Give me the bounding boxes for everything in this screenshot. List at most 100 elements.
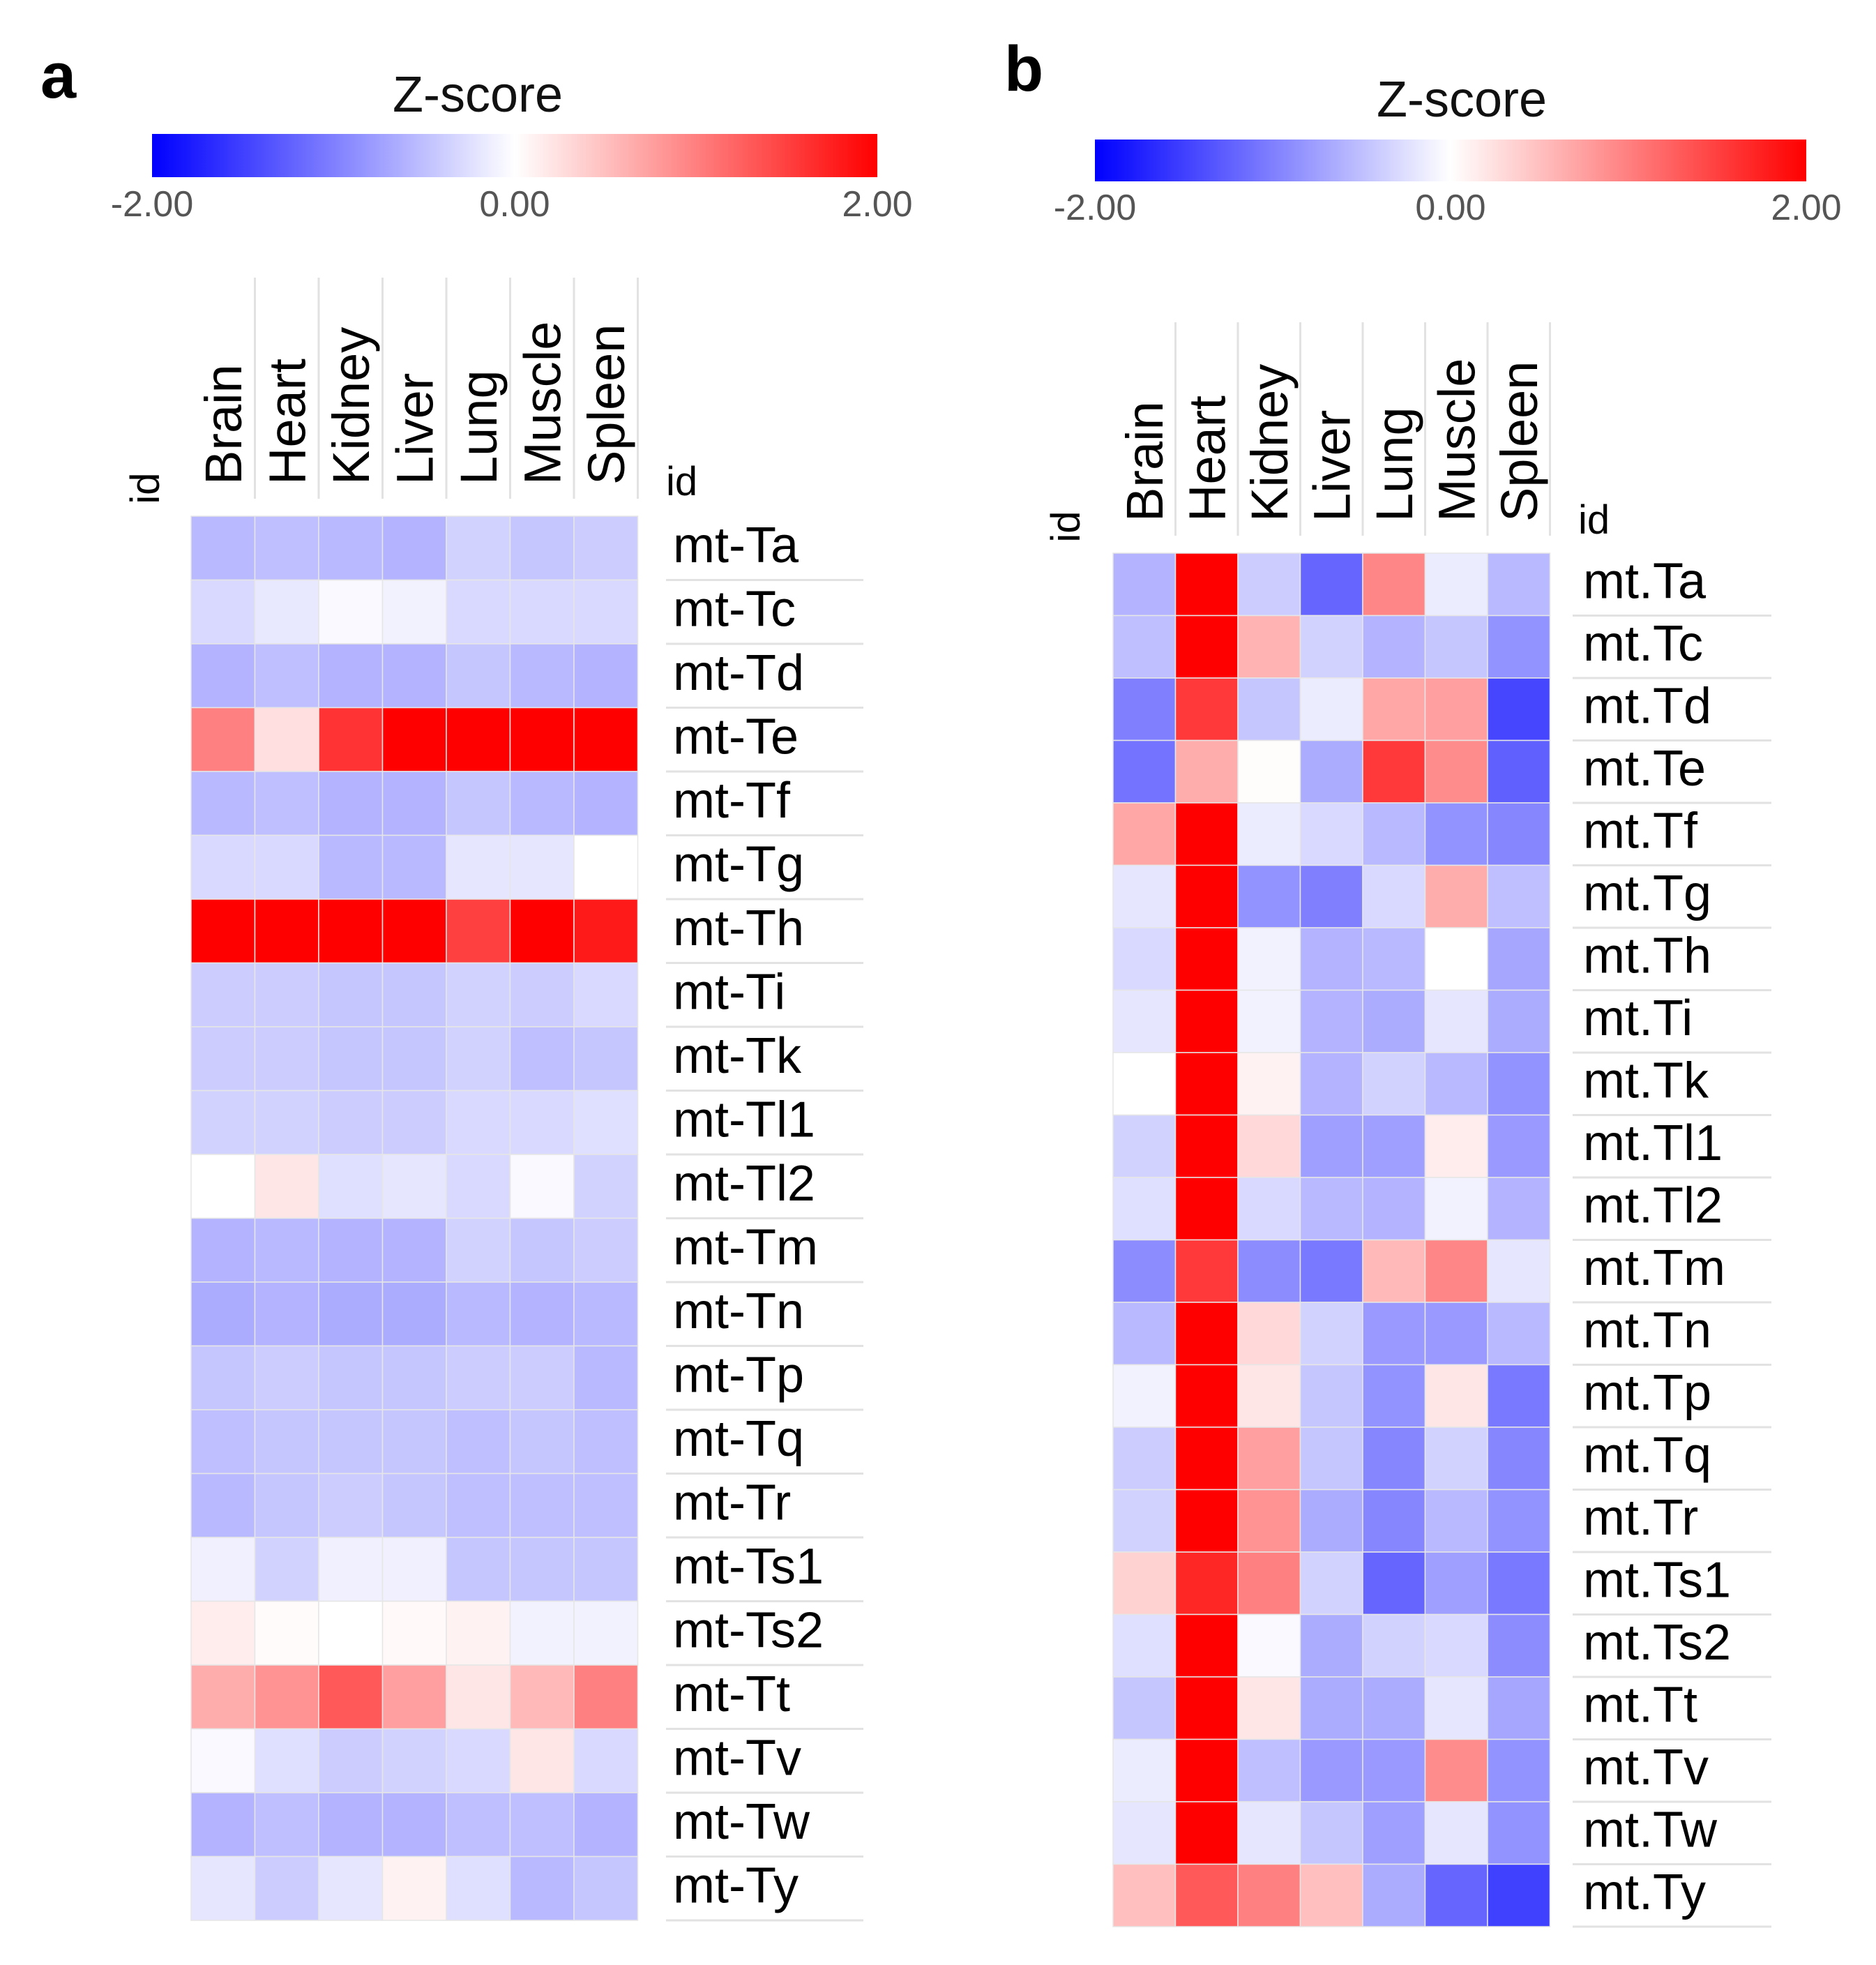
heatmap-cell — [318, 1473, 384, 1538]
heatmap-cell — [509, 579, 575, 645]
heatmap-cell — [1424, 1426, 1488, 1491]
heatmap-cell — [446, 1217, 511, 1283]
heatmap-cell — [1424, 552, 1488, 617]
heatmap-cell — [1112, 552, 1177, 617]
heatmap-cell — [318, 1217, 384, 1283]
id-label-top-a: id — [123, 472, 168, 504]
heatmap-cell — [1237, 1364, 1301, 1428]
heatmap-cell — [446, 1600, 511, 1666]
heatmap-cell — [509, 643, 575, 709]
heatmap-cell — [1112, 989, 1177, 1053]
heatmap-cell — [190, 579, 256, 645]
column-label-spleen: Spleen — [577, 324, 635, 485]
heatmap-cell — [1174, 1177, 1239, 1241]
heatmap-cell — [318, 1026, 384, 1092]
heatmap-cell — [1174, 1613, 1239, 1678]
heatmap-cell — [381, 579, 447, 645]
heatmap-cell — [573, 515, 639, 581]
heatmap-cell — [318, 1409, 384, 1475]
heatmap-cell — [1237, 1052, 1301, 1116]
row-label: mt-Tn — [673, 1283, 804, 1339]
row-labels-b: mt.Ta mt.Tc mt.Td mt.Te mt.Tf mt.Tg mt.Th mt.Ti… — [1573, 553, 1771, 1928]
heatmap-cell — [1112, 1801, 1177, 1865]
heatmap-cell — [1237, 1613, 1301, 1678]
heatmap-cell — [318, 1281, 384, 1347]
heatmap-cell — [573, 1154, 639, 1219]
heatmap-cell — [1237, 802, 1301, 866]
heatmap-cell — [254, 1473, 319, 1538]
heatmap-cells-a — [190, 515, 639, 1921]
heatmap-cell — [509, 1345, 575, 1410]
heatmap-cell — [1174, 1551, 1239, 1616]
heatmap-cell — [1112, 802, 1177, 866]
row-label: mt-Tv — [673, 1730, 801, 1786]
heatmap-cell — [1424, 927, 1488, 991]
heatmap-cell — [446, 962, 511, 1027]
heatmap-cell — [190, 1537, 256, 1602]
heatmap-cell — [254, 1855, 319, 1921]
heatmap-cell — [1174, 1738, 1239, 1802]
heatmap-cell — [254, 1600, 319, 1666]
heatmap-cell — [1362, 989, 1426, 1053]
heatmap-cell — [1237, 864, 1301, 928]
heatmap-cell — [1424, 615, 1488, 679]
row-label: mt.Tn — [1583, 1302, 1711, 1358]
heatmap-cell — [573, 962, 639, 1027]
heatmap-cell — [1362, 1489, 1426, 1553]
heatmap-cell — [1112, 1302, 1177, 1366]
row-label: mt-Tm — [673, 1219, 818, 1275]
row-labels-a: mt-Ta mt-Tc mt-Td mt-Te mt-Tf mt-Tg mt-Th mt-Ti… — [666, 518, 863, 1922]
row-label: mt-Ts1 — [673, 1539, 824, 1595]
row-label: mt.Tq — [1583, 1427, 1711, 1483]
column-label-kidney: Kidney — [1241, 364, 1299, 522]
heatmap-cell — [381, 1409, 447, 1475]
id-label-right-b: id — [1578, 497, 1610, 543]
heatmap-cell — [446, 1537, 511, 1602]
heatmap-cell — [318, 643, 384, 709]
column-label-muscle: Muscle — [513, 322, 571, 485]
column-label-spleen: Spleen — [1490, 361, 1548, 522]
heatmap-cell — [381, 707, 447, 772]
heatmap-cell — [573, 898, 639, 964]
heatmap-cell — [573, 1217, 639, 1283]
row-label: mt.Tp — [1583, 1365, 1711, 1421]
heatmap-cell — [1424, 1676, 1488, 1740]
row-label: mt.Tg — [1583, 866, 1711, 921]
heatmap-cell — [446, 643, 511, 709]
heatmap-cell — [509, 834, 575, 900]
heatmap-cell — [254, 898, 319, 964]
heatmap-cell — [1487, 864, 1551, 928]
heatmap-cell — [1174, 802, 1239, 866]
heatmap-cell — [1424, 1114, 1488, 1178]
heatmap-cell — [1112, 1052, 1177, 1116]
column-label-brain: Brain — [195, 364, 252, 485]
heatmap-cell — [509, 1855, 575, 1921]
heatmap-cell — [1299, 989, 1363, 1053]
heatmap-cell — [1112, 1426, 1177, 1491]
heatmap-cell — [190, 643, 256, 709]
heatmap-cell — [1487, 1676, 1551, 1740]
row-label: mt-Tl1 — [673, 1092, 815, 1147]
row-label: mt-Tk — [673, 1028, 802, 1084]
heatmap-cell — [509, 1409, 575, 1475]
heatmap-cell — [1237, 1551, 1301, 1616]
heatmap-cell — [446, 1473, 511, 1538]
heatmap-cell — [1174, 927, 1239, 991]
heatmap-cell — [1424, 1738, 1488, 1802]
heatmap-cell — [1299, 1302, 1363, 1366]
heatmap-cell — [381, 1090, 447, 1155]
heatmap-cell — [1237, 989, 1301, 1053]
heatmap-cell — [1174, 1364, 1239, 1428]
heatmap-cell — [1237, 1302, 1301, 1366]
heatmap-cell — [190, 515, 256, 581]
heatmap-cell — [1112, 739, 1177, 804]
heatmap-cell — [1299, 1551, 1363, 1616]
heatmap-cell — [1112, 864, 1177, 928]
heatmap-cell — [573, 1537, 639, 1602]
heatmap-cell — [318, 1345, 384, 1410]
heatmap-cell — [381, 1537, 447, 1602]
row-label: mt.Tk — [1583, 1053, 1709, 1108]
heatmap-cell — [1362, 1239, 1426, 1303]
heatmap-cell — [446, 1026, 511, 1092]
heatmap-cell — [573, 707, 639, 772]
